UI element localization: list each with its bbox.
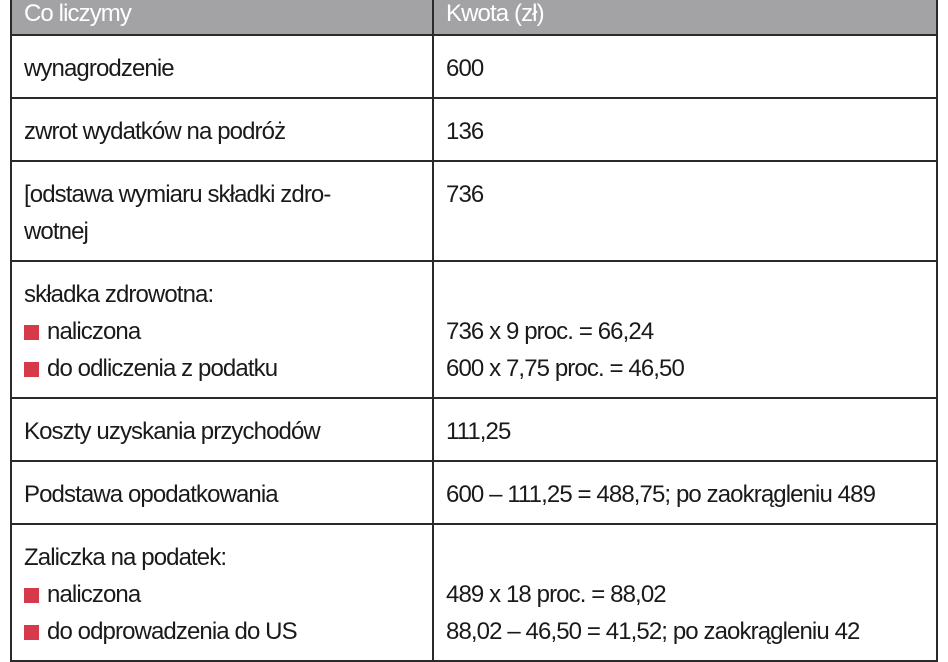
header-amount: Kwota (zł): [432, 0, 938, 36]
row-value: 136: [432, 97, 938, 162]
table-row: składka zdrowotna: naliczona do odliczen…: [10, 260, 938, 399]
list-item: naliczona: [24, 313, 420, 350]
row-label: [odstawa wymiaru składki zdro-wotnej: [10, 160, 434, 262]
list-item: do odprowadzenia do US: [24, 613, 420, 650]
row-value: 600 – 111,25 = 488,75; po zaokrągleniu 4…: [432, 460, 938, 525]
row-value: 600: [432, 34, 938, 99]
row-label: Koszty uzyskania przychodów: [10, 397, 434, 462]
item-label: naliczona: [47, 581, 141, 608]
row-value: 736 x 9 proc. = 66,24 600 x 7,75 proc. =…: [432, 260, 938, 399]
list-item: naliczona: [24, 576, 420, 613]
row-label: zwrot wydatków na podróż: [10, 97, 434, 162]
table-row: [odstawa wymiaru składki zdro-wotnej 736: [10, 160, 938, 262]
item-label: do odliczenia z podatku: [47, 355, 278, 382]
item-value: 600 x 7,75 proc. = 46,50: [446, 355, 685, 382]
row-label: Podstawa opodatkowania: [10, 460, 434, 525]
bullet-square-icon: [24, 588, 39, 603]
item-value: 88,02 – 46,50 = 41,52; po zaokrągleniu 4…: [446, 618, 860, 645]
label-line: wotnej: [24, 218, 89, 245]
list-item: do odliczenia z podatku: [24, 350, 420, 387]
item-value: 489 x 18 proc. = 88,02: [446, 581, 667, 608]
table-row: wynagrodzenie 600: [10, 34, 938, 99]
row-label: wynagrodzenie: [10, 34, 434, 99]
group-label: Zaliczka na podatek:: [24, 544, 227, 571]
group-label: składka zdrowotna:: [24, 281, 214, 308]
row-label: składka zdrowotna: naliczona do odliczen…: [10, 260, 434, 399]
item-label: do odprowadzenia do US: [47, 618, 298, 645]
row-value: 736: [432, 160, 938, 262]
bullet-square-icon: [24, 325, 39, 340]
item-value: 736 x 9 proc. = 66,24: [446, 318, 654, 345]
tax-calculation-table: Co liczymy Kwota (zł) wynagrodzenie 600 …: [10, 0, 938, 662]
table-header: Co liczymy Kwota (zł): [10, 0, 938, 36]
bullet-square-icon: [24, 362, 39, 377]
item-label: naliczona: [47, 318, 141, 345]
bullet-square-icon: [24, 625, 39, 640]
table-row: Podstawa opodatkowania 600 – 111,25 = 48…: [10, 460, 938, 525]
table-row: Koszty uzyskania przychodów 111,25: [10, 397, 938, 462]
header-what: Co liczymy: [10, 0, 434, 36]
table-row: zwrot wydatków na podróż 136: [10, 97, 938, 162]
label-line: [odstawa wymiaru składki zdro-: [24, 181, 331, 208]
row-value: 111,25: [432, 397, 938, 462]
